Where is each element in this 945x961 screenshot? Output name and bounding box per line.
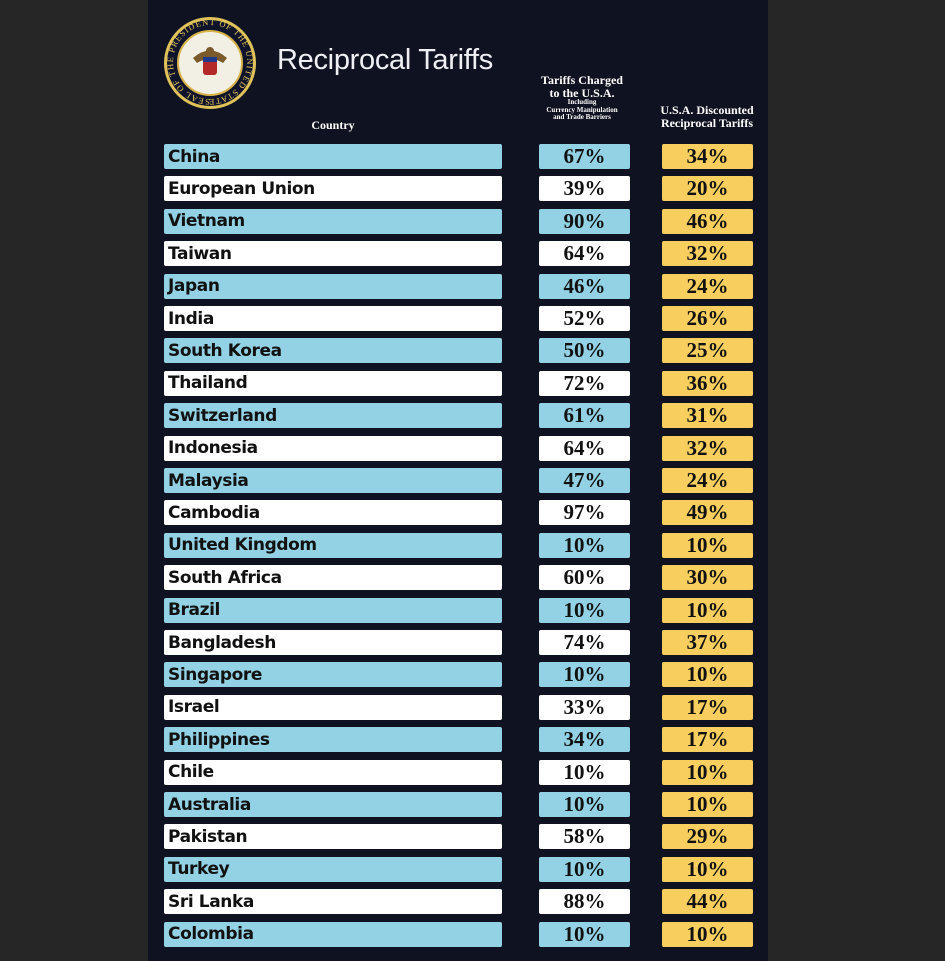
tariff-charged-cell: 72% bbox=[539, 370, 630, 396]
tariff-charged-cell: 47% bbox=[539, 468, 630, 493]
tariff-charged-cell: 10% bbox=[539, 597, 630, 623]
tariff-charged-cell: 34% bbox=[539, 727, 630, 753]
country-cell: Vietnam bbox=[164, 208, 502, 234]
reciprocal-tariff-cell: 32% bbox=[662, 241, 753, 267]
tariff-charged-cell: 67% bbox=[539, 144, 630, 169]
tariff-charged-cell: 97% bbox=[539, 500, 630, 526]
reciprocal-tariff-cell: 25% bbox=[662, 338, 753, 364]
tariff-charged-cell: 33% bbox=[539, 694, 630, 720]
tariff-charged-cell: 64% bbox=[539, 241, 630, 267]
column-header: Tariffs Charged to the U.S.A. Including Cur… bbox=[512, 74, 652, 121]
country-cell: India bbox=[164, 306, 502, 331]
reciprocal-tariff-cell: 34% bbox=[662, 144, 753, 169]
title: Reciprocal Tariffs bbox=[277, 44, 493, 76]
reciprocal-tariff-cell: 10% bbox=[662, 532, 753, 558]
reciprocal-tariff-cell: 10% bbox=[662, 759, 753, 785]
reciprocal-tariff-cell: 30% bbox=[662, 565, 753, 591]
reciprocal-tariff-cell: 24% bbox=[662, 273, 753, 299]
tariff-charged-cell: 50% bbox=[539, 338, 630, 364]
country-cell: Philippines bbox=[164, 727, 502, 753]
reciprocal-tariff-cell: 10% bbox=[662, 662, 753, 688]
reciprocal-tariff-cell: 26% bbox=[662, 306, 753, 331]
tariff-charged-cell: 64% bbox=[539, 435, 630, 461]
column-header: U.S.A. Discounted Reciprocal Tariffs bbox=[637, 104, 777, 129]
country-cell: Pakistan bbox=[164, 824, 502, 850]
country-cell: Chile bbox=[164, 759, 502, 785]
tariff-charged-cell: 60% bbox=[539, 565, 630, 591]
country-cell: United Kingdom bbox=[164, 532, 502, 558]
country-cell: Brazil bbox=[164, 597, 502, 623]
tariff-charged-cell: 52% bbox=[539, 306, 630, 331]
tariff-charged-cell: 10% bbox=[539, 662, 630, 688]
country-cell: European Union bbox=[164, 176, 502, 202]
reciprocal-tariff-cell: 17% bbox=[662, 694, 753, 720]
reciprocal-tariff-cell: 36% bbox=[662, 370, 753, 396]
reciprocal-tariff-cell: 10% bbox=[662, 856, 753, 882]
reciprocal-tariff-cell: 37% bbox=[662, 630, 753, 655]
reciprocal-tariff-cell: 46% bbox=[662, 208, 753, 234]
reciprocal-tariff-cell: 10% bbox=[662, 921, 753, 947]
tariff-charged-cell: 88% bbox=[539, 889, 630, 915]
tariff-charged-cell: 58% bbox=[539, 824, 630, 850]
tariff-charged-cell: 10% bbox=[539, 856, 630, 882]
country-cell: South Africa bbox=[164, 565, 502, 591]
country-cell: Israel bbox=[164, 694, 502, 720]
country-cell: Sri Lanka bbox=[164, 889, 502, 915]
reciprocal-tariff-cell: 31% bbox=[662, 403, 753, 429]
header-line: to the U.S.A. bbox=[549, 85, 615, 100]
tariff-charged-cell: 74% bbox=[539, 630, 630, 655]
reciprocal-tariff-cell: 29% bbox=[662, 824, 753, 850]
tariff-charged-cell: 10% bbox=[539, 792, 630, 817]
reciprocal-tariff-cell: 44% bbox=[662, 889, 753, 915]
header-line: Currency Manipulation bbox=[546, 105, 618, 114]
country-cell: Cambodia bbox=[164, 500, 502, 526]
country-cell: Indonesia bbox=[164, 435, 502, 461]
tariff-charged-cell: 39% bbox=[539, 176, 630, 202]
reciprocal-tariff-cell: 10% bbox=[662, 597, 753, 623]
country-cell: Bangladesh bbox=[164, 630, 502, 655]
country-cell: Australia bbox=[164, 792, 502, 817]
country-cell: Japan bbox=[164, 273, 502, 299]
header-line: Tariffs Charged bbox=[541, 73, 623, 87]
country-cell: Malaysia bbox=[164, 468, 502, 493]
header-line: Reciprocal Tariffs bbox=[660, 115, 754, 130]
reciprocal-tariff-cell: 49% bbox=[662, 500, 753, 526]
reciprocal-tariff-cell: 24% bbox=[662, 468, 753, 493]
country-cell: Thailand bbox=[164, 370, 502, 396]
country-cell: China bbox=[164, 144, 502, 169]
header-line: U.S.A. Discounted bbox=[660, 103, 754, 117]
reciprocal-tariff-cell: 32% bbox=[662, 435, 753, 461]
tariff-charged-cell: 10% bbox=[539, 759, 630, 785]
tariff-charged-cell: 10% bbox=[539, 921, 630, 947]
tariff-charged-cell: 90% bbox=[539, 208, 630, 234]
tariff-charged-cell: 46% bbox=[539, 273, 630, 299]
column-header: Country bbox=[263, 119, 403, 132]
country-cell: Colombia bbox=[164, 921, 502, 947]
country-cell: Singapore bbox=[164, 662, 502, 688]
seal: SEAL OF THE PRESIDENT OF THE UNITED STAT… bbox=[163, 13, 256, 109]
reciprocal-tariff-cell: 17% bbox=[662, 727, 753, 753]
header-line: Country bbox=[311, 118, 355, 132]
country-cell: Switzerland bbox=[164, 403, 502, 429]
tariff-charged-cell: 61% bbox=[539, 403, 630, 429]
header-line: Including bbox=[567, 98, 597, 107]
reciprocal-tariff-cell: 10% bbox=[662, 792, 753, 817]
country-cell: Turkey bbox=[164, 856, 502, 882]
country-cell: Taiwan bbox=[164, 241, 502, 267]
reciprocal-tariff-cell: 20% bbox=[662, 176, 753, 202]
country-cell: South Korea bbox=[164, 338, 502, 364]
tariff-charged-cell: 10% bbox=[539, 532, 630, 558]
header-line: and Trade Barriers bbox=[553, 112, 611, 121]
